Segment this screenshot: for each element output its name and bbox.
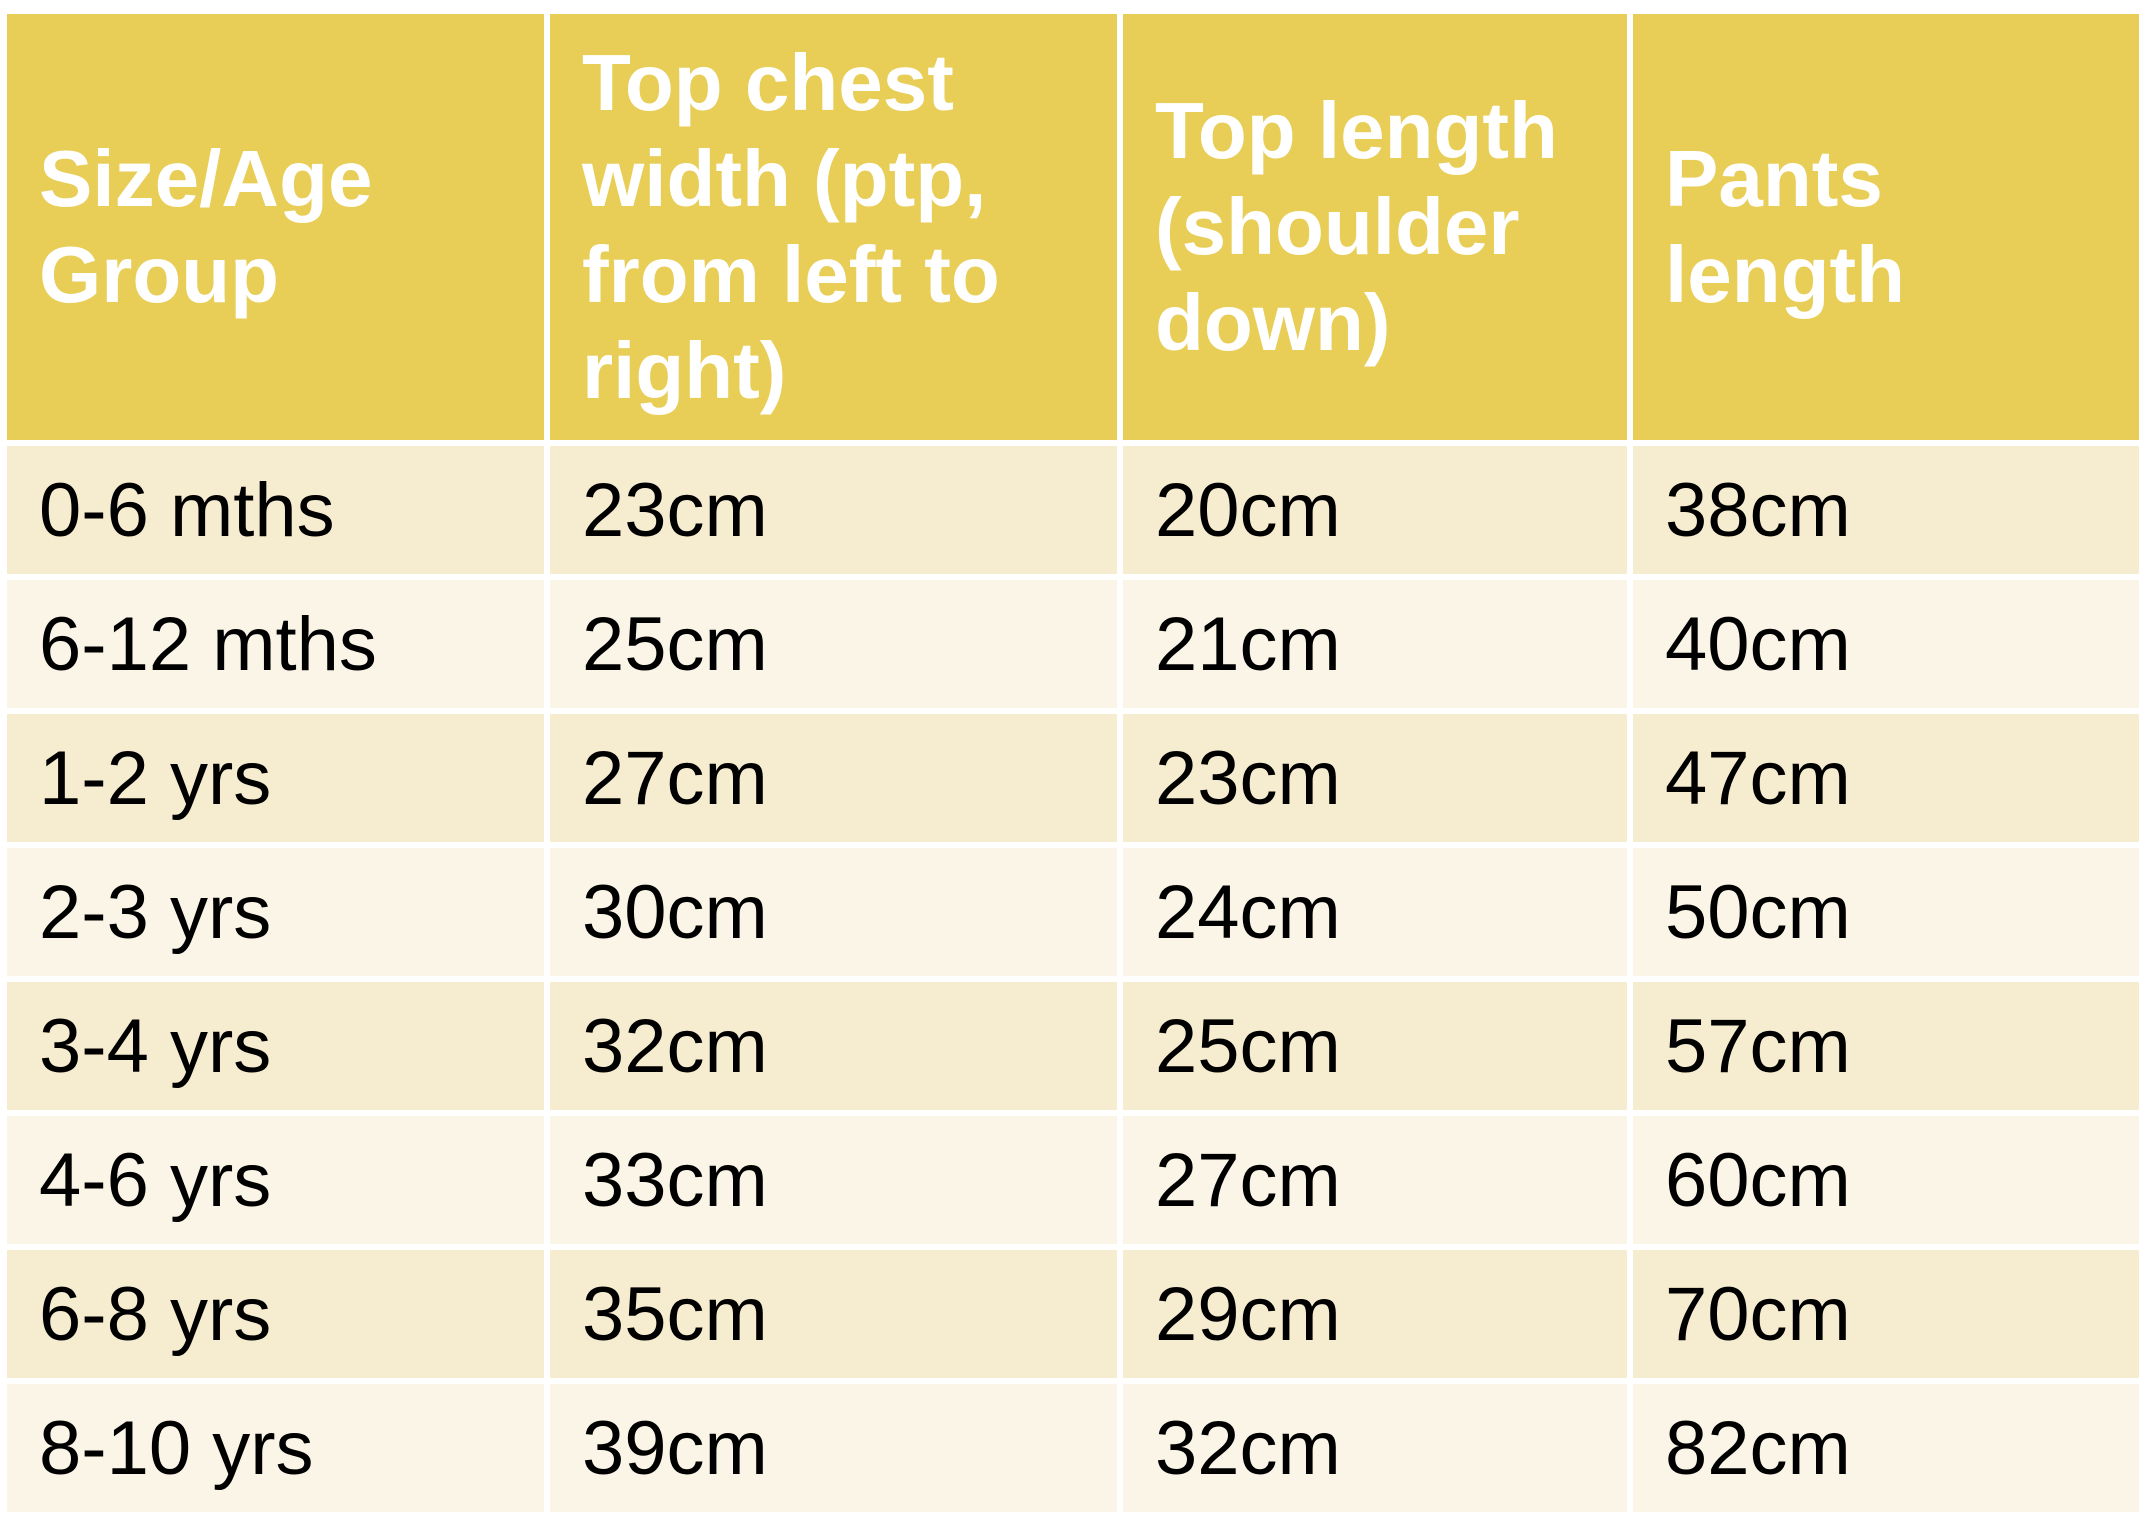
table-cell: 57cm — [1633, 982, 2139, 1110]
table-cell: 25cm — [550, 580, 1117, 708]
table-cell: 38cm — [1633, 446, 2139, 574]
header-cell: Top length (shoulder down) — [1123, 14, 1627, 440]
table-cell: 32cm — [550, 982, 1117, 1110]
table-cell: 50cm — [1633, 848, 2139, 976]
table-row: 0-6 mths 23cm 20cm 38cm — [7, 446, 2139, 574]
size-table: Size/Age Group Top chest width (ptp, from… — [1, 8, 2145, 1518]
table-cell: 39cm — [550, 1384, 1117, 1512]
table-cell: 3-4 yrs — [7, 982, 544, 1110]
table-row: 4-6 yrs 33cm 27cm 60cm — [7, 1116, 2139, 1244]
table-row: 8-10 yrs 39cm 32cm 82cm — [7, 1384, 2139, 1512]
table-cell: 27cm — [550, 714, 1117, 842]
table-row: 3-4 yrs 32cm 25cm 57cm — [7, 982, 2139, 1110]
table-cell: 24cm — [1123, 848, 1627, 976]
table-row: 6-8 yrs 35cm 29cm 70cm — [7, 1250, 2139, 1378]
table-cell: 70cm — [1633, 1250, 2139, 1378]
table-body: 0-6 mths 23cm 20cm 38cm 6-12 mths 25cm 21cm 40c… — [7, 446, 2139, 1512]
header-cell: Size/Age Group — [7, 14, 544, 440]
table-cell: 30cm — [550, 848, 1117, 976]
table-cell: 25cm — [1123, 982, 1627, 1110]
table-cell: 27cm — [1123, 1116, 1627, 1244]
table-cell: 8-10 yrs — [7, 1384, 544, 1512]
table-row: 2-3 yrs 30cm 24cm 50cm — [7, 848, 2139, 976]
table-cell: 23cm — [550, 446, 1117, 574]
table-cell: 1-2 yrs — [7, 714, 544, 842]
table-cell: 33cm — [550, 1116, 1117, 1244]
table-cell: 32cm — [1123, 1384, 1627, 1512]
table-cell: 0-6 mths — [7, 446, 544, 574]
table-row: 1-2 yrs 27cm 23cm 47cm — [7, 714, 2139, 842]
header-row: Size/Age Group Top chest width (ptp, from… — [7, 14, 2139, 440]
table-cell: 40cm — [1633, 580, 2139, 708]
table-cell: 47cm — [1633, 714, 2139, 842]
table-cell: 6-8 yrs — [7, 1250, 544, 1378]
table-row: 6-12 mths 25cm 21cm 40cm — [7, 580, 2139, 708]
table-cell: 21cm — [1123, 580, 1627, 708]
table-cell: 23cm — [1123, 714, 1627, 842]
header-cell: Top chest width (ptp, from left to right… — [550, 14, 1117, 440]
table-cell: 29cm — [1123, 1250, 1627, 1378]
table-cell: 20cm — [1123, 446, 1627, 574]
table-cell: 2-3 yrs — [7, 848, 544, 976]
table-cell: 35cm — [550, 1250, 1117, 1378]
table-cell: 82cm — [1633, 1384, 2139, 1512]
header-cell: Pants length — [1633, 14, 2139, 440]
table-cell: 60cm — [1633, 1116, 2139, 1244]
table-cell: 4-6 yrs — [7, 1116, 544, 1244]
table-cell: 6-12 mths — [7, 580, 544, 708]
